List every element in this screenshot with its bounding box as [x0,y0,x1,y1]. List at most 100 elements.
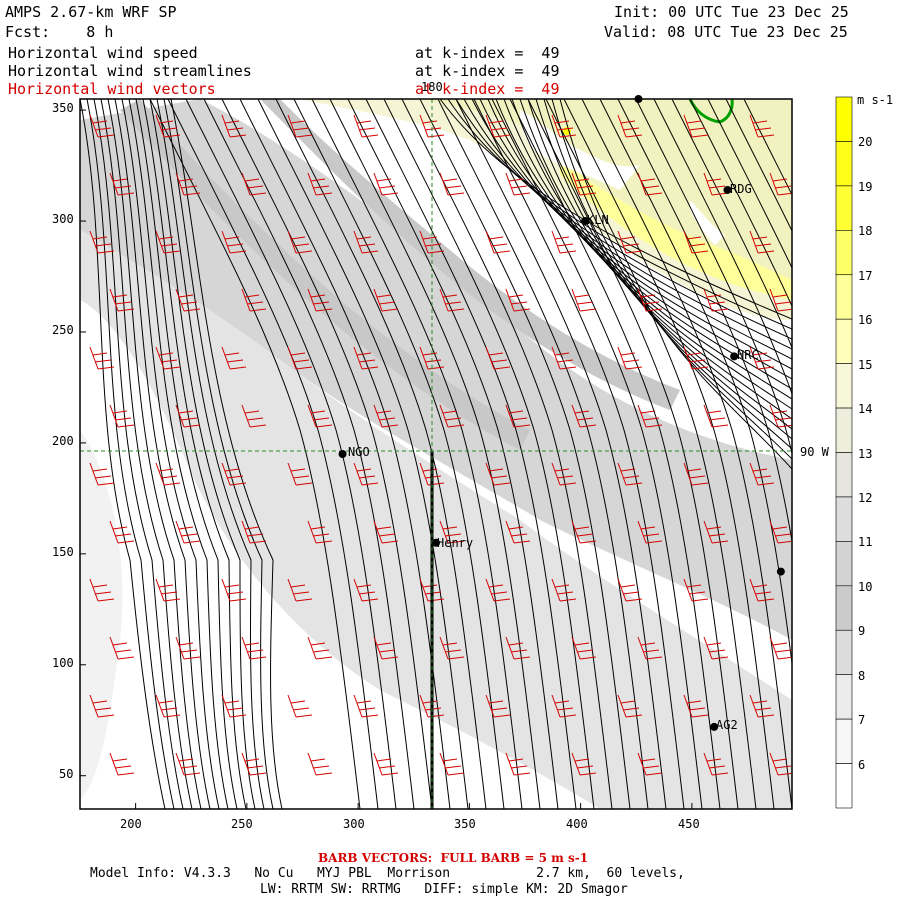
wind-barb [749,462,775,486]
wind-barb [749,346,775,370]
colorbar-label: 10 [858,579,873,594]
x-tick-250: 250 [231,817,253,831]
wind-barb [683,694,709,718]
colorbar-swatch [835,763,853,809]
colorbar-label: 7 [858,713,866,728]
wind-barb [683,578,709,602]
lat-label: 90 W [800,445,829,459]
x-tick-400: 400 [566,817,588,831]
wind-barb [307,172,333,196]
y-tick-350: 350 [52,101,74,115]
streamline [86,99,175,809]
wind-barb [89,462,115,486]
wind-barb [419,346,445,370]
colorbar-label: 18 [858,224,873,239]
wind-barb [419,230,445,254]
colorbar-swatch [835,452,853,498]
wind-barb [89,346,115,370]
streamline [563,99,775,809]
wind-barb [439,752,465,776]
colorbar-swatch [835,718,853,764]
wind-barb [287,346,313,370]
station-marker [581,217,590,226]
wind-barb [551,694,577,718]
wind-barb [89,694,115,718]
forecast-hour: Fcst: 8 h [5,23,114,41]
streamline [149,99,256,809]
wind-barb [109,520,135,544]
wind-barb [109,636,135,660]
wind-barb [241,520,267,544]
wind-barb [439,172,465,196]
colorbar-swatch [835,407,853,453]
wind-barb [353,230,379,254]
wind-barb [221,578,247,602]
station-marker [338,450,347,458]
wind-barb [703,404,729,428]
wind-barb [155,462,181,486]
field-level-wind-speed: at k-index = 49 [415,44,560,62]
wind-barb [683,462,709,486]
wind-barb [373,288,399,312]
streamline [559,99,792,470]
station-label-kln: KLN [587,213,609,227]
wind-barb [287,114,313,138]
station-marker [710,722,719,731]
streamline [365,99,577,809]
field-level-streamlines: at k-index = 49 [415,62,560,80]
streamline [617,99,792,544]
y-tick-100: 100 [52,656,74,670]
streamline [329,99,541,809]
wind-barb [307,636,333,660]
colorbar-swatch [835,141,853,187]
station-label-rdg: RDG [730,182,752,196]
streamlines [80,99,792,809]
wind-barb [419,114,445,138]
colorbar-label: 12 [858,490,873,505]
wind-barb [109,752,135,776]
wind-barb [703,288,729,312]
streamline [100,99,193,809]
streamline [463,99,792,350]
streamline [635,99,792,456]
streamline [471,99,792,360]
streamline [689,99,792,308]
streamline [545,99,757,809]
y-tick-50: 50 [59,767,74,781]
wind-barb [109,288,135,312]
wind-barb [353,346,379,370]
wind-barb [485,230,511,254]
wind-barb [703,636,729,660]
wind-barb [175,752,201,776]
wind-barb [439,288,465,312]
streamline [491,99,703,809]
valid-time: Valid: 08 UTC Tue 23 Dec 25 [604,23,848,41]
streamline [185,99,397,809]
wind-barb [571,172,597,196]
wind-barb [485,346,511,370]
field-label-vectors: Horizontal wind vectors [8,80,216,98]
colorbar-swatch [835,230,853,276]
colorbar-label: 6 [858,757,866,772]
wind-barb [637,288,663,312]
wind-barb [485,694,511,718]
wind-barb [749,230,775,254]
wind-barb [571,752,597,776]
wind-barb [505,404,531,428]
streamline [511,99,792,410]
wind-barb [683,114,709,138]
colorbar-label: 14 [858,402,873,417]
wind-barb [307,520,333,544]
wind-barb [373,752,399,776]
wind-barb [571,404,597,428]
colorbar-label: 20 [858,135,873,150]
wind-barb [155,578,181,602]
wind-barb [551,114,577,138]
wind-barb [637,404,663,428]
wind-barb [637,172,663,196]
wind-barb [221,114,247,138]
model-title: AMPS 2.67-km WRF SP [5,3,177,21]
colorbar-swatch [835,629,853,675]
colorbar-label: 8 [858,668,866,683]
station-label-henry: Henry [437,536,474,550]
